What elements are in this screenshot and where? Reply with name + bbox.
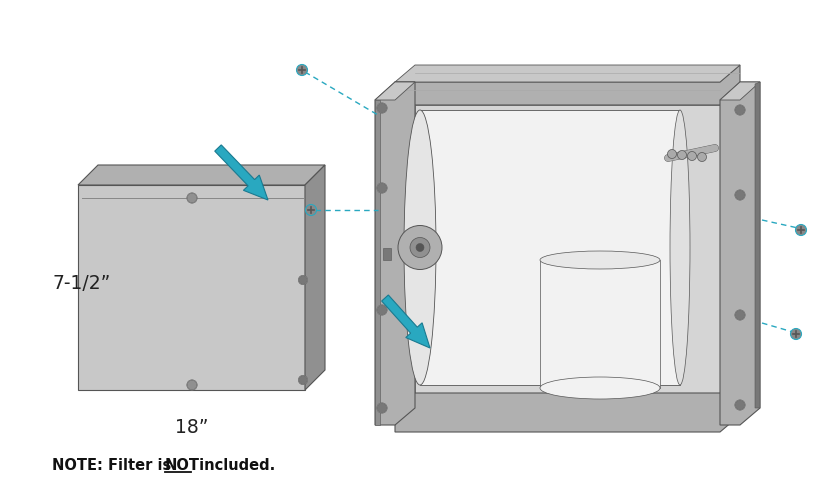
Polygon shape — [305, 165, 325, 390]
Circle shape — [790, 329, 802, 340]
Polygon shape — [78, 165, 325, 185]
Circle shape — [735, 400, 745, 410]
Ellipse shape — [670, 110, 690, 385]
Bar — [383, 248, 391, 260]
Ellipse shape — [540, 251, 660, 269]
Polygon shape — [720, 82, 760, 100]
Text: NOTE: Filter is: NOTE: Filter is — [52, 458, 177, 473]
Text: NOT: NOT — [165, 458, 200, 473]
Polygon shape — [720, 82, 760, 425]
Circle shape — [687, 151, 696, 160]
Circle shape — [299, 275, 308, 284]
Circle shape — [735, 310, 745, 320]
Circle shape — [187, 193, 197, 203]
Polygon shape — [375, 100, 380, 425]
Circle shape — [377, 305, 387, 315]
Polygon shape — [395, 376, 740, 432]
Circle shape — [416, 244, 424, 251]
Ellipse shape — [404, 110, 436, 385]
Circle shape — [398, 226, 442, 269]
Polygon shape — [540, 260, 660, 388]
Polygon shape — [375, 82, 415, 100]
Polygon shape — [395, 65, 740, 82]
Circle shape — [377, 103, 387, 113]
Text: 7-1/2”: 7-1/2” — [52, 273, 110, 292]
Polygon shape — [78, 185, 305, 390]
Text: included.: included. — [194, 458, 275, 473]
Circle shape — [698, 152, 707, 161]
Circle shape — [377, 403, 387, 413]
Polygon shape — [420, 110, 680, 385]
Circle shape — [410, 238, 430, 257]
Circle shape — [677, 150, 686, 159]
FancyArrow shape — [382, 295, 430, 348]
Polygon shape — [755, 82, 760, 408]
Polygon shape — [395, 65, 740, 105]
Circle shape — [667, 149, 676, 158]
Circle shape — [305, 205, 317, 216]
Circle shape — [795, 225, 807, 236]
Polygon shape — [415, 105, 720, 393]
Circle shape — [187, 380, 197, 390]
Ellipse shape — [540, 377, 660, 399]
Circle shape — [377, 183, 387, 193]
Circle shape — [299, 375, 308, 384]
Circle shape — [296, 65, 308, 76]
Polygon shape — [375, 82, 415, 425]
Circle shape — [735, 190, 745, 200]
Circle shape — [735, 105, 745, 115]
FancyArrow shape — [215, 145, 268, 200]
Text: 18”: 18” — [175, 418, 209, 437]
